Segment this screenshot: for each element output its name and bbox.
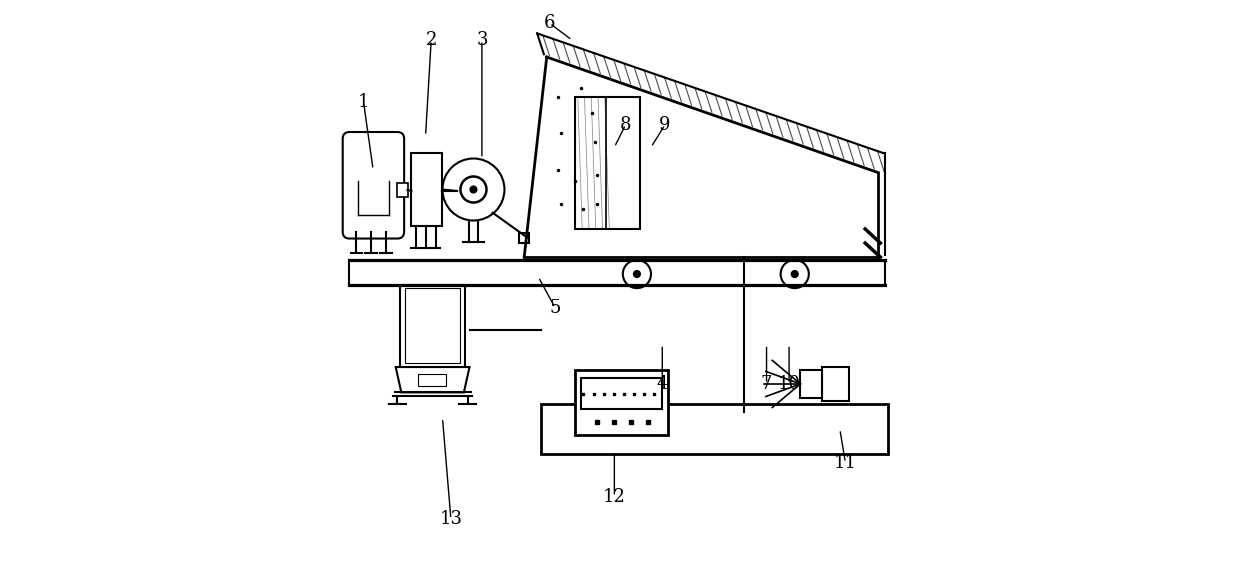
Bar [412,153,443,226]
Bar [404,288,460,363]
Polygon shape [396,367,470,393]
Circle shape [460,176,486,202]
Text: 13: 13 [439,510,463,528]
Polygon shape [401,285,465,367]
Circle shape [781,260,808,288]
Circle shape [470,186,477,193]
Bar [518,233,528,243]
Text: 10: 10 [777,375,801,393]
Bar [575,97,640,229]
Circle shape [791,271,799,277]
Bar [580,379,662,409]
Circle shape [443,159,505,220]
Bar [418,375,446,386]
Text: 5: 5 [549,299,560,317]
Bar [822,367,849,401]
Text: 1: 1 [358,93,370,111]
Text: 12: 12 [603,488,626,506]
Text: 7: 7 [761,375,773,393]
Circle shape [634,271,640,277]
Text: 3: 3 [476,31,487,49]
Bar [800,370,822,398]
Text: 2: 2 [425,31,436,49]
Text: 9: 9 [660,116,671,134]
Bar [575,370,668,434]
Bar [541,403,888,454]
Ellipse shape [441,182,458,200]
Bar [397,183,408,197]
Text: 6: 6 [544,14,556,32]
Text: 8: 8 [620,116,631,134]
Circle shape [622,260,651,288]
Text: 4: 4 [657,375,668,393]
FancyBboxPatch shape [342,132,404,238]
Text: 11: 11 [835,454,857,472]
